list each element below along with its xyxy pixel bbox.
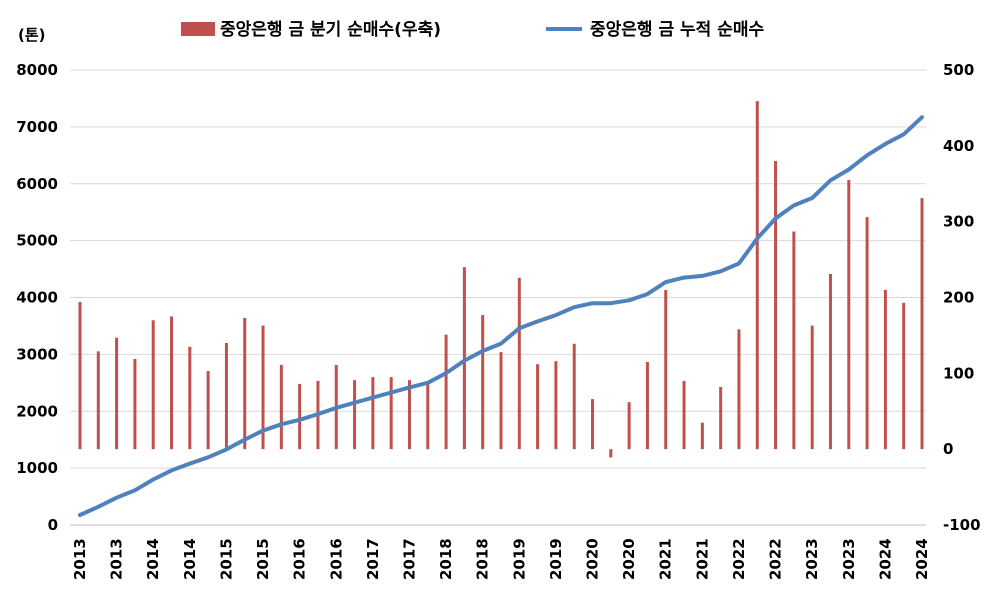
quarterly-bar <box>389 377 393 450</box>
x-tick-label: 2014 <box>181 538 199 580</box>
left-axis-unit-label: (톤) <box>18 26 46 44</box>
quarterly-bar <box>78 302 82 450</box>
left-tick-label: 6000 <box>16 175 58 193</box>
x-tick-label: 2022 <box>767 538 785 580</box>
quarterly-bar <box>554 361 558 450</box>
quarterly-bar <box>517 277 521 450</box>
quarterly-bar <box>792 231 796 450</box>
x-tick-label: 2021 <box>693 538 711 580</box>
quarterly-bar <box>645 361 649 450</box>
quarterly-bar <box>298 383 302 450</box>
quarterly-bar <box>188 346 192 450</box>
quarterly-bar <box>774 161 778 450</box>
x-tick-label: 2017 <box>400 538 418 580</box>
x-tick-label: 2016 <box>327 538 345 580</box>
left-tick-label: 3000 <box>16 345 58 363</box>
x-tick-label: 2022 <box>730 538 748 580</box>
x-tick-label: 2017 <box>364 538 382 580</box>
quarterly-bar <box>719 386 723 450</box>
x-tick-label: 2024 <box>876 538 894 580</box>
right-tick-label: -100 <box>943 516 981 534</box>
quarterly-bar <box>609 449 613 458</box>
quarterly-bar <box>133 358 137 450</box>
x-tick-label: 2018 <box>474 538 492 580</box>
right-axis-ticks: -100 0 100 200 300 400 500 <box>943 61 981 534</box>
left-tick-label: 0 <box>48 516 58 534</box>
quarterly-bar <box>847 179 851 450</box>
legend-bar-swatch <box>181 22 215 36</box>
legend: 중앙은행 금 분기 순매수(우축) 중앙은행 금 누적 순매수 <box>181 20 765 40</box>
quarterly-bar <box>462 267 466 450</box>
quarterly-bar <box>572 343 576 450</box>
quarterly-bar <box>444 334 448 450</box>
x-tick-label: 2019 <box>547 538 565 580</box>
quarterly-bar <box>664 289 668 450</box>
x-tick-label: 2023 <box>803 538 821 580</box>
cumulative-line <box>78 115 924 517</box>
left-tick-label: 8000 <box>16 61 58 79</box>
quarterly-bar <box>243 317 247 450</box>
legend-line-label: 중앙은행 금 누적 순매수 <box>590 20 765 40</box>
right-tick-label: 100 <box>943 364 974 382</box>
left-tick-label: 5000 <box>16 232 58 250</box>
left-axis-ticks: 0 1000 2000 3000 4000 5000 6000 7000 8000 <box>16 61 58 534</box>
right-tick-label: 300 <box>943 213 974 231</box>
x-tick-label: 2019 <box>510 538 528 580</box>
quarterly-bar <box>737 329 741 450</box>
quarterly-bar <box>682 380 686 450</box>
quarterly-bar <box>627 402 631 450</box>
x-tick-label: 2014 <box>144 538 162 580</box>
legend-bar-label: 중앙은행 금 분기 순매수(우축) <box>220 20 441 40</box>
quarterly-bar <box>407 380 411 450</box>
x-axis-ticks: 2013 2013 2014 2014 2015 2015 2016 2016 2017 2017… <box>71 538 931 580</box>
quarterly-bar <box>224 343 228 450</box>
left-tick-label: 4000 <box>16 289 58 307</box>
left-tick-label: 2000 <box>16 402 58 420</box>
x-tick-label: 2016 <box>291 538 309 580</box>
quarterly-bars <box>78 101 924 458</box>
quarterly-bar <box>170 316 174 450</box>
quarterly-bar <box>261 325 265 450</box>
left-tick-label: 7000 <box>16 118 58 136</box>
quarterly-bar <box>206 371 210 450</box>
quarterly-bar <box>828 273 832 450</box>
gridlines <box>70 69 926 469</box>
left-tick-label: 1000 <box>16 459 58 477</box>
quarterly-bar <box>865 217 869 450</box>
right-tick-label: 200 <box>943 289 974 307</box>
right-tick-label: 500 <box>943 61 974 79</box>
quarterly-bar <box>810 325 814 450</box>
quarterly-bar <box>700 422 704 450</box>
quarterly-bar <box>920 198 924 450</box>
quarterly-bar <box>151 320 155 450</box>
right-tick-label: 400 <box>943 137 974 155</box>
x-tick-label: 2024 <box>913 538 931 580</box>
x-tick-label: 2015 <box>217 538 235 580</box>
quarterly-bar <box>755 101 759 450</box>
x-tick-label: 2013 <box>71 538 89 580</box>
quarterly-bar <box>371 377 375 450</box>
quarterly-bar <box>279 364 283 450</box>
quarterly-bar <box>96 351 100 450</box>
quarterly-bar <box>115 337 119 450</box>
x-tick-label: 2015 <box>254 538 272 580</box>
x-tick-label: 2018 <box>437 538 455 580</box>
x-tick-label: 2020 <box>584 538 602 580</box>
quarterly-bar <box>536 364 540 450</box>
x-tick-label: 2013 <box>108 538 126 580</box>
x-tick-label: 2023 <box>840 538 858 580</box>
quarterly-bar <box>499 352 503 450</box>
quarterly-bar <box>902 302 906 450</box>
x-tick-label: 2021 <box>657 538 675 580</box>
quarterly-bar <box>883 289 887 450</box>
right-tick-label: 0 <box>943 440 953 458</box>
quarterly-bar <box>481 314 485 450</box>
quarterly-bar <box>426 381 430 450</box>
quarterly-bar <box>591 399 595 450</box>
quarterly-bar <box>353 380 357 450</box>
cumulative-line-layer <box>78 115 924 517</box>
x-tick-label: 2020 <box>620 538 638 580</box>
